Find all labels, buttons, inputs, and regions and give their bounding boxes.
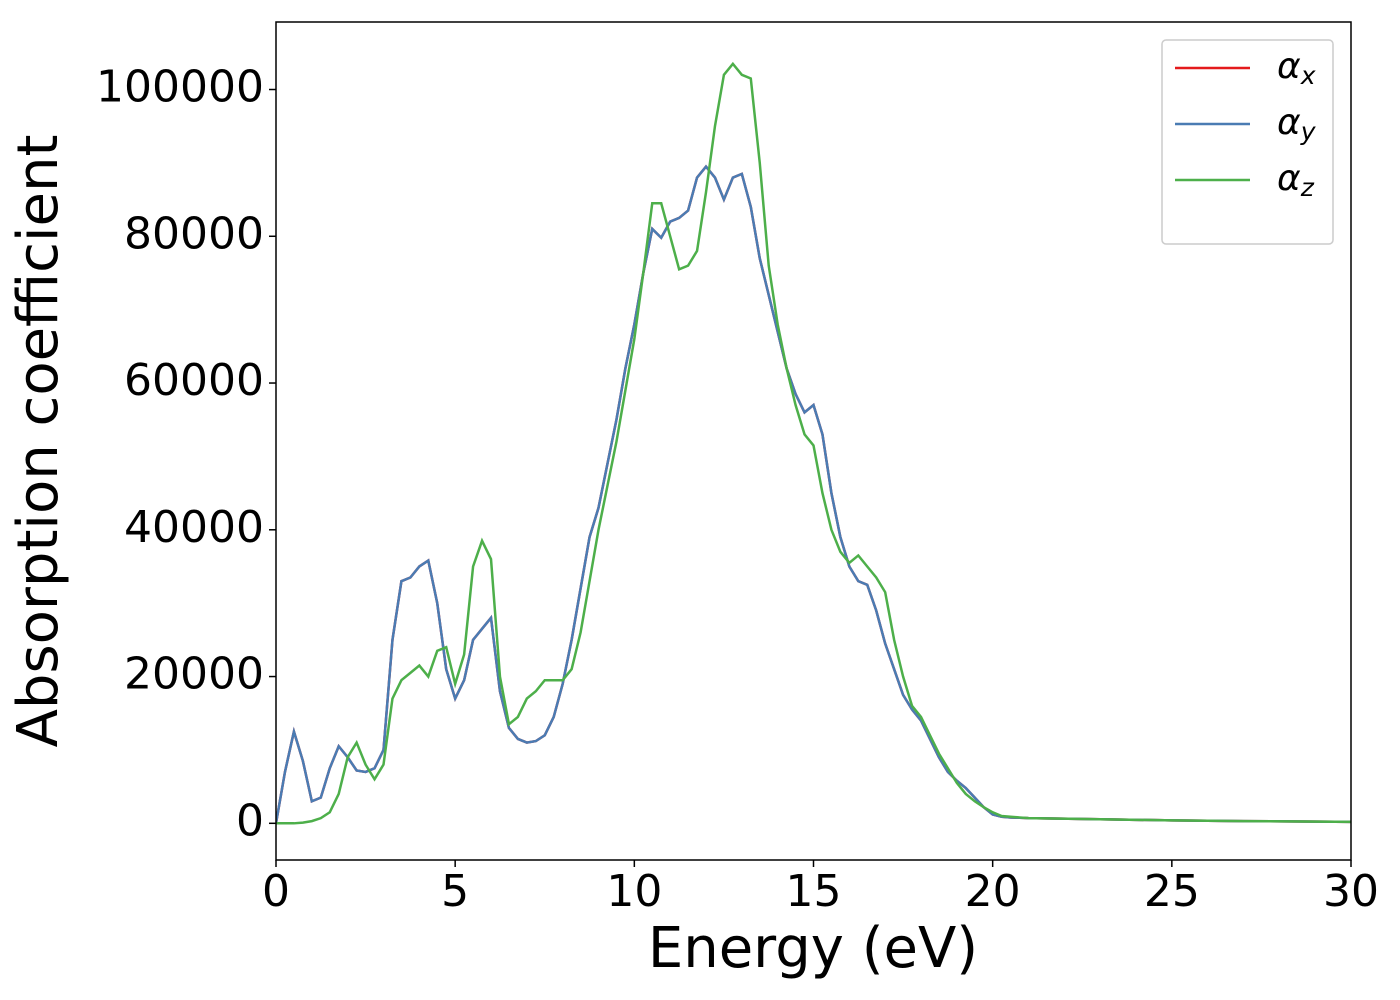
y-tick-label: 40000 xyxy=(124,502,264,553)
y-tick-label: 0 xyxy=(236,795,264,846)
x-tick-label: 20 xyxy=(965,866,1021,917)
y-axis-label: Absorption coefficient xyxy=(6,135,71,748)
legend-label: αz xyxy=(1277,158,1315,202)
y-tick-label: 60000 xyxy=(124,355,264,406)
legend-label: αy xyxy=(1277,102,1317,146)
y-tick-label: 100000 xyxy=(96,62,264,113)
series-line xyxy=(276,164,1351,824)
y-tick-label: 80000 xyxy=(124,208,264,259)
series-line xyxy=(276,61,1351,825)
y-tick-label: 20000 xyxy=(124,649,264,700)
plot-frame xyxy=(275,21,1352,861)
series-line xyxy=(276,164,1351,824)
x-tick-label: 30 xyxy=(1323,866,1379,917)
legend-box xyxy=(1161,39,1334,245)
x-tick-label: 15 xyxy=(786,866,842,917)
x-tick-label: 25 xyxy=(1144,866,1200,917)
legend-label: αx xyxy=(1277,46,1316,90)
x-tick-label: 0 xyxy=(262,866,290,917)
x-tick-label: 10 xyxy=(606,866,662,917)
x-tick-label: 5 xyxy=(441,866,469,917)
x-axis-label: Energy (eV) xyxy=(648,916,978,981)
